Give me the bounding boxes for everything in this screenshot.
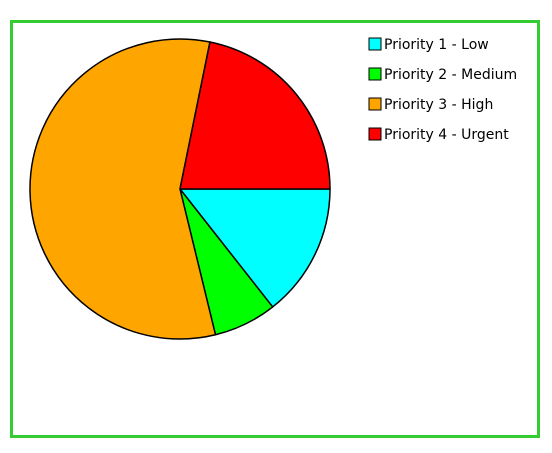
legend: Priority 1 - Low Priority 2 - Medium Prior…	[368, 37, 517, 143]
legend-label-2: Priority 2 - Medium	[384, 67, 517, 83]
legend-label-1: Priority 1 - Low	[384, 37, 489, 53]
pie-slice-4	[179, 41, 331, 190]
legend-swatch-1	[368, 37, 382, 51]
legend-label-4: Priority 4 - Urgent	[384, 127, 509, 143]
pie-slices	[29, 38, 331, 340]
pie-slice-3	[29, 38, 217, 340]
legend-swatch-4	[368, 127, 382, 141]
legend-label-3: Priority 3 - High	[384, 97, 493, 113]
legend-swatch-2	[368, 67, 382, 81]
pie-slice-1	[179, 188, 331, 308]
legend-swatch-3	[368, 97, 382, 111]
